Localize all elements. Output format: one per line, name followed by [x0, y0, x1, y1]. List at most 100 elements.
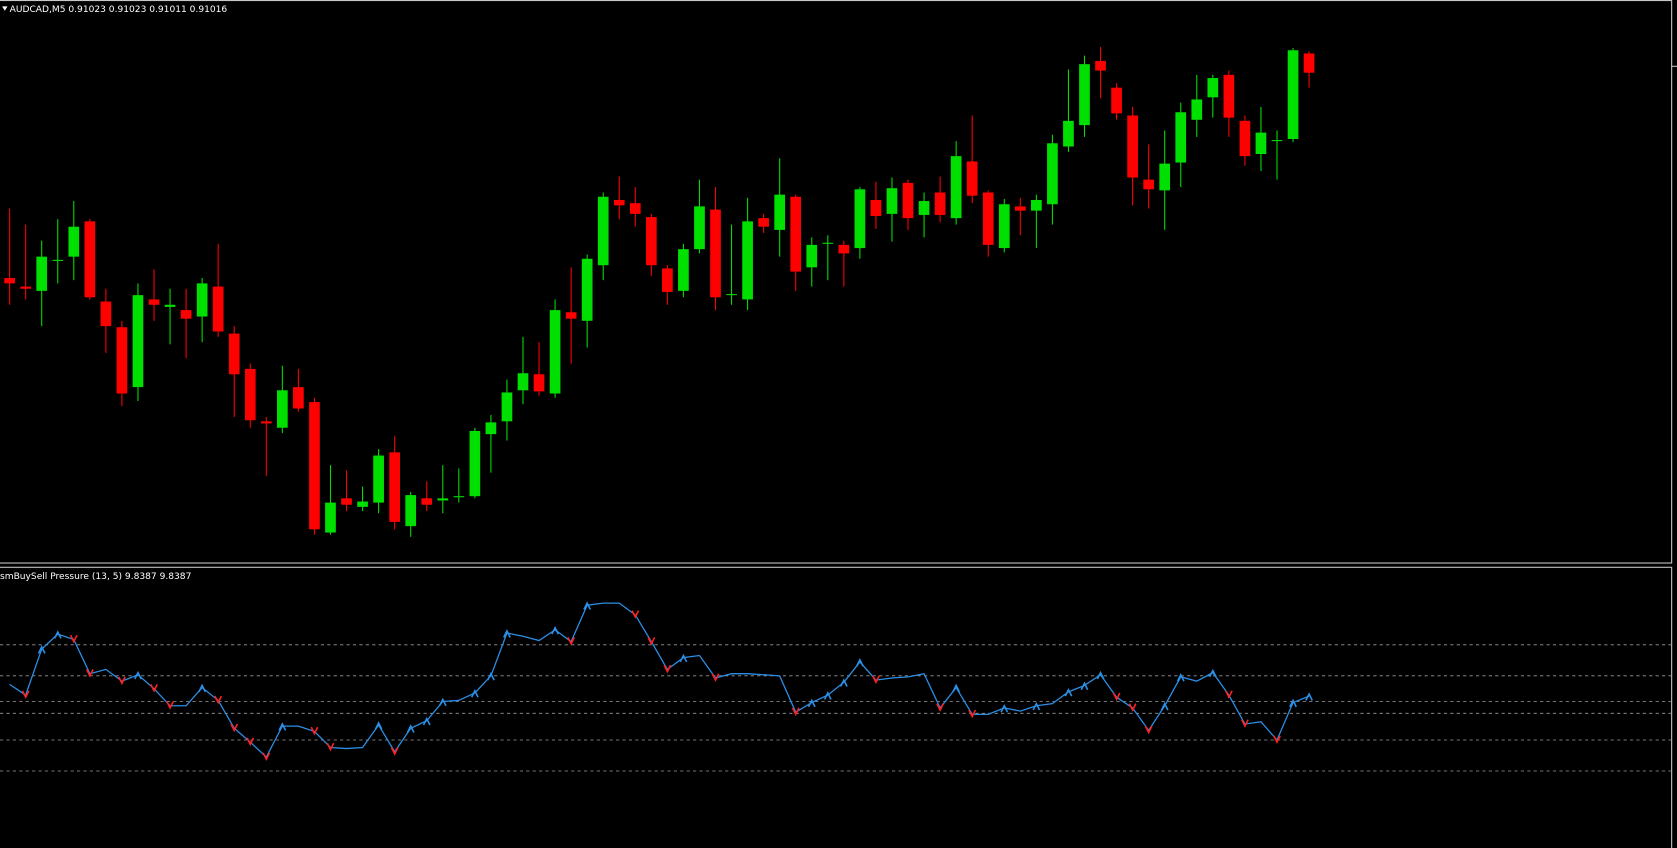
buy-arrow — [486, 671, 495, 681]
buy-arrow — [1000, 703, 1009, 713]
sell-arrow — [150, 684, 158, 693]
indicator-pane-frame — [0, 566, 1673, 848]
candle-body — [1239, 120, 1251, 157]
sell-arrow — [791, 707, 800, 717]
sell-arrow — [1240, 719, 1249, 728]
candle-body — [116, 327, 128, 394]
sell-arrow — [1144, 725, 1153, 735]
buy-arrow — [406, 724, 415, 733]
sell-arrow — [21, 690, 30, 700]
buy-arrow — [198, 683, 207, 693]
candle-body — [565, 312, 577, 319]
sell-arrow — [631, 610, 640, 619]
buy-arrow — [839, 678, 848, 687]
candle-body — [581, 258, 593, 321]
candle-body — [373, 455, 384, 503]
candle-body — [1014, 206, 1026, 211]
buy-arrow — [37, 645, 46, 654]
buy-arrow — [1064, 687, 1073, 697]
candle-body — [645, 217, 657, 266]
candle-body — [966, 161, 978, 196]
candle-body — [758, 218, 769, 227]
candle-body — [998, 204, 1010, 249]
buy-arrow — [1208, 668, 1217, 678]
candle-body — [1191, 99, 1203, 120]
candle-body — [228, 333, 240, 375]
candle-body — [180, 310, 192, 319]
buy-arrow — [551, 625, 560, 635]
sell-arrow — [936, 703, 945, 712]
buy-arrow — [1160, 701, 1169, 711]
candle-body — [325, 502, 336, 533]
candle-body — [164, 304, 176, 307]
candle-body — [485, 422, 497, 435]
candle-body — [1255, 132, 1267, 154]
indicator-line — [9, 602, 1310, 759]
candle-body — [902, 182, 914, 219]
candle-body — [36, 256, 48, 291]
buy-arrow — [1096, 670, 1105, 680]
candle-body — [148, 299, 160, 305]
sell-arrow — [1128, 703, 1137, 712]
candle-body — [934, 192, 946, 215]
buy-arrow — [823, 691, 832, 700]
sell-arrow — [1273, 735, 1281, 744]
candle-body — [950, 156, 962, 219]
candle-body — [293, 387, 304, 409]
candle-body — [341, 498, 352, 505]
candle-body — [710, 209, 721, 298]
sell-arrow — [1224, 690, 1233, 700]
candle-body — [421, 498, 433, 505]
candle-body — [549, 310, 561, 394]
buy-arrow — [438, 697, 447, 707]
sell-arrow — [166, 701, 174, 710]
candle-body — [838, 244, 850, 254]
sell-arrow — [1112, 692, 1121, 702]
sell-arrow — [310, 726, 319, 736]
candle-body — [1111, 87, 1122, 114]
buy-arrow — [470, 689, 479, 698]
collapse-arrow — [2, 6, 8, 11]
candle-body — [629, 203, 641, 214]
buy-arrow — [422, 716, 431, 726]
sell-arrow — [262, 752, 271, 762]
candle-body — [1175, 112, 1187, 163]
candle-body — [212, 286, 224, 332]
buy-arrow — [134, 670, 142, 680]
candle-body — [982, 192, 994, 245]
candle-body — [1127, 115, 1138, 178]
candle-body — [453, 496, 465, 498]
candle-body — [196, 283, 208, 317]
candle-body — [678, 249, 689, 291]
sell-arrow — [326, 742, 335, 752]
buy-arrow — [1080, 681, 1089, 691]
candle-body — [501, 392, 513, 422]
candle-body — [1047, 143, 1058, 205]
sell-arrow — [872, 675, 880, 685]
buy-arrow — [53, 630, 62, 639]
buy-arrow — [1032, 701, 1041, 711]
buy-arrow — [855, 657, 864, 667]
candle-body — [437, 498, 449, 501]
candle-body — [244, 368, 256, 421]
candle-body — [68, 226, 80, 257]
candle-body — [694, 206, 705, 250]
candle-body — [260, 421, 272, 424]
candle-body — [1159, 163, 1171, 191]
sell-arrow — [663, 664, 672, 674]
candle-body — [886, 188, 898, 214]
candle-body — [1287, 50, 1299, 140]
indicator-title: smBuySell Pressure (13, 5) 9.8387 9.8387 — [0, 572, 191, 582]
sell-arrow — [647, 636, 656, 646]
candle-body — [1303, 53, 1315, 73]
candle-body — [309, 402, 320, 530]
sell-arrow — [85, 669, 94, 678]
buy-arrow — [1289, 698, 1297, 708]
candle-body — [469, 430, 481, 497]
candle-body — [84, 221, 96, 298]
candle-body — [662, 268, 673, 292]
sell-arrow — [390, 747, 399, 756]
main-title: AUDCAD,M5 0.91023 0.91023 0.91011 0.9101… — [10, 5, 228, 15]
candle-body — [1223, 74, 1235, 118]
